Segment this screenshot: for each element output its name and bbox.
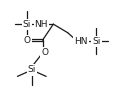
Text: Si: Si	[92, 37, 101, 46]
Text: HN: HN	[74, 37, 88, 46]
Text: NH: NH	[35, 20, 48, 29]
Text: O: O	[42, 48, 48, 57]
Text: Si: Si	[23, 20, 31, 29]
Text: O: O	[23, 36, 30, 45]
Text: Si: Si	[28, 65, 36, 75]
